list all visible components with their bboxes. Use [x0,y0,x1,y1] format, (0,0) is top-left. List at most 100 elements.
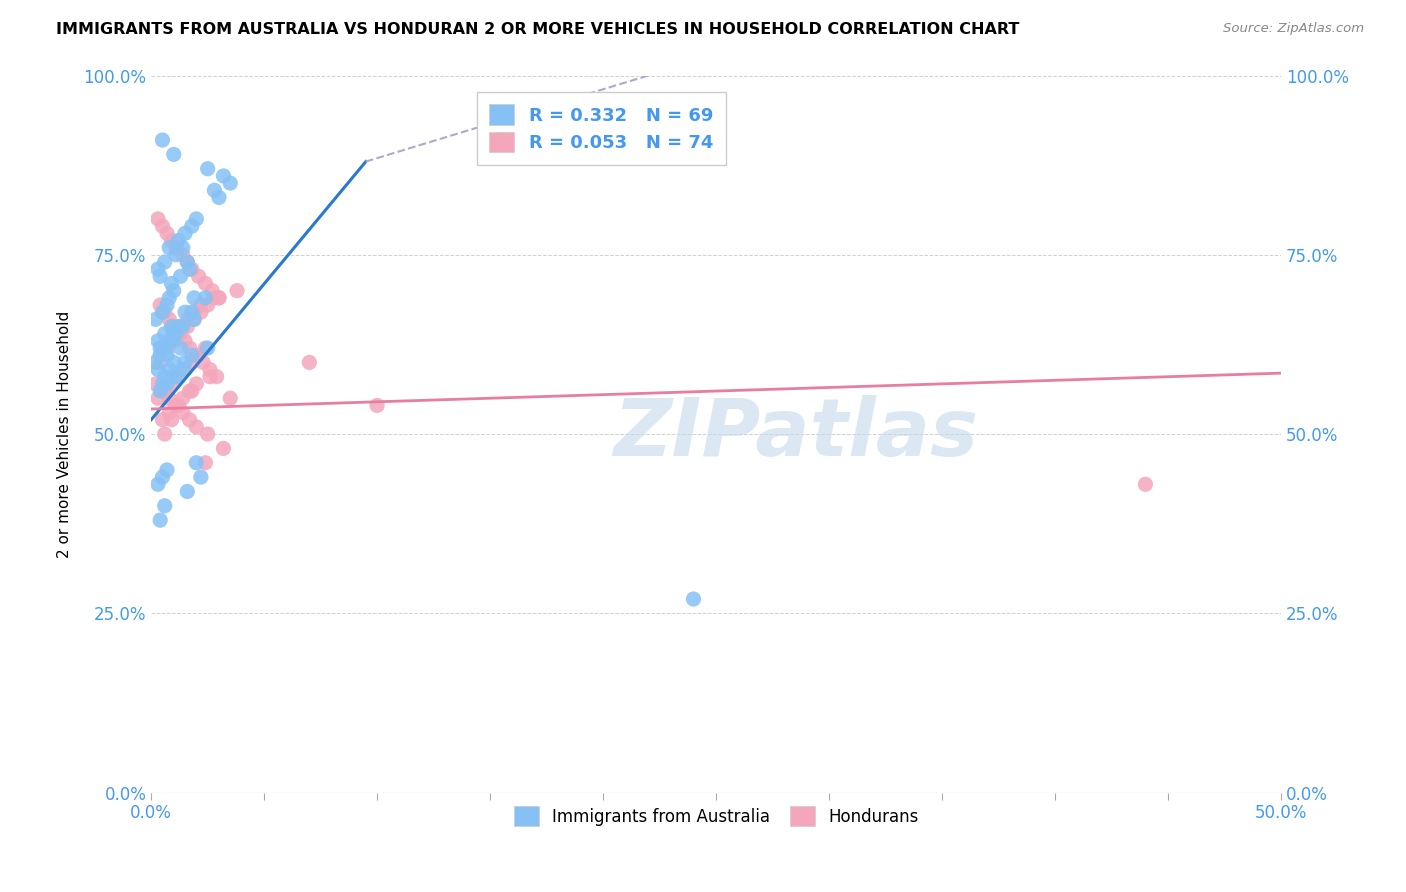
Point [180,219,202,233]
Point [172,319,194,334]
Point [201,284,224,298]
Point [169,341,191,355]
Point [186,420,208,434]
Point [163,334,186,348]
Point [157,391,180,405]
Point [180,305,202,319]
Point [194,341,217,355]
Point [179,413,201,427]
Point [226,284,249,298]
Point [172,362,194,376]
Point [153,369,176,384]
Point [160,277,183,291]
Point [219,176,242,190]
Point [191,355,214,369]
Point [186,376,208,391]
Point [366,398,388,412]
Point [160,319,183,334]
Text: IMMIGRANTS FROM AUSTRALIA VS HONDURAN 2 OR MORE VEHICLES IN HOUSEHOLD CORRELATIO: IMMIGRANTS FROM AUSTRALIA VS HONDURAN 2 … [56,22,1019,37]
Point [179,341,201,355]
Point [174,334,197,348]
Point [176,312,198,326]
Point [145,376,167,391]
Point [179,262,201,277]
Point [149,348,172,362]
Point [156,341,179,355]
Text: ZIPatlas: ZIPatlas [613,395,977,473]
Point [174,305,197,319]
Point [163,319,186,334]
Point [176,255,198,269]
Point [187,269,209,284]
Point [183,305,205,319]
Point [167,369,190,384]
Point [682,592,704,607]
Legend: Immigrants from Australia, Hondurans: Immigrants from Australia, Hondurans [505,797,927,835]
Point [165,369,187,384]
Point [165,241,187,255]
Point [149,269,172,284]
Point [198,362,221,376]
Point [183,291,205,305]
Point [198,369,221,384]
Point [149,298,172,312]
Point [157,241,180,255]
Point [167,319,190,334]
Point [165,398,187,412]
Point [194,277,217,291]
Point [160,376,183,391]
Point [153,326,176,341]
Point [174,355,197,369]
Point [194,291,217,305]
Point [152,384,174,398]
Point [212,169,235,183]
Point [157,406,180,420]
Point [146,334,169,348]
Point [167,234,190,248]
Point [153,305,176,319]
Point [208,291,231,305]
Point [165,398,187,412]
Point [157,312,180,326]
Point [212,442,235,456]
Point [190,298,212,312]
Point [149,348,172,362]
Y-axis label: 2 or more Vehicles in Household: 2 or more Vehicles in Household [58,310,72,558]
Point [146,211,169,226]
Point [179,384,201,398]
Point [152,341,174,355]
Point [186,211,208,226]
Point [163,284,186,298]
Point [183,312,205,326]
Point [153,341,176,355]
Point [163,147,186,161]
Point [183,312,205,326]
Point [152,219,174,233]
Point [146,362,169,376]
Point [169,326,191,341]
Point [180,348,202,362]
Point [160,413,183,427]
Point [156,227,179,241]
Point [153,384,176,398]
Point [186,348,208,362]
Point [176,255,198,269]
Point [149,513,172,527]
Point [146,262,169,277]
Point [156,298,179,312]
Point [194,456,217,470]
Point [186,456,208,470]
Point [145,312,167,326]
Point [165,326,187,341]
Point [156,348,179,362]
Point [204,183,226,197]
Point [208,190,231,204]
Point [163,326,186,341]
Point [146,477,169,491]
Point [197,341,219,355]
Point [152,305,174,319]
Point [152,133,174,147]
Point [160,369,183,384]
Point [160,334,183,348]
Text: Source: ZipAtlas.com: Source: ZipAtlas.com [1223,22,1364,36]
